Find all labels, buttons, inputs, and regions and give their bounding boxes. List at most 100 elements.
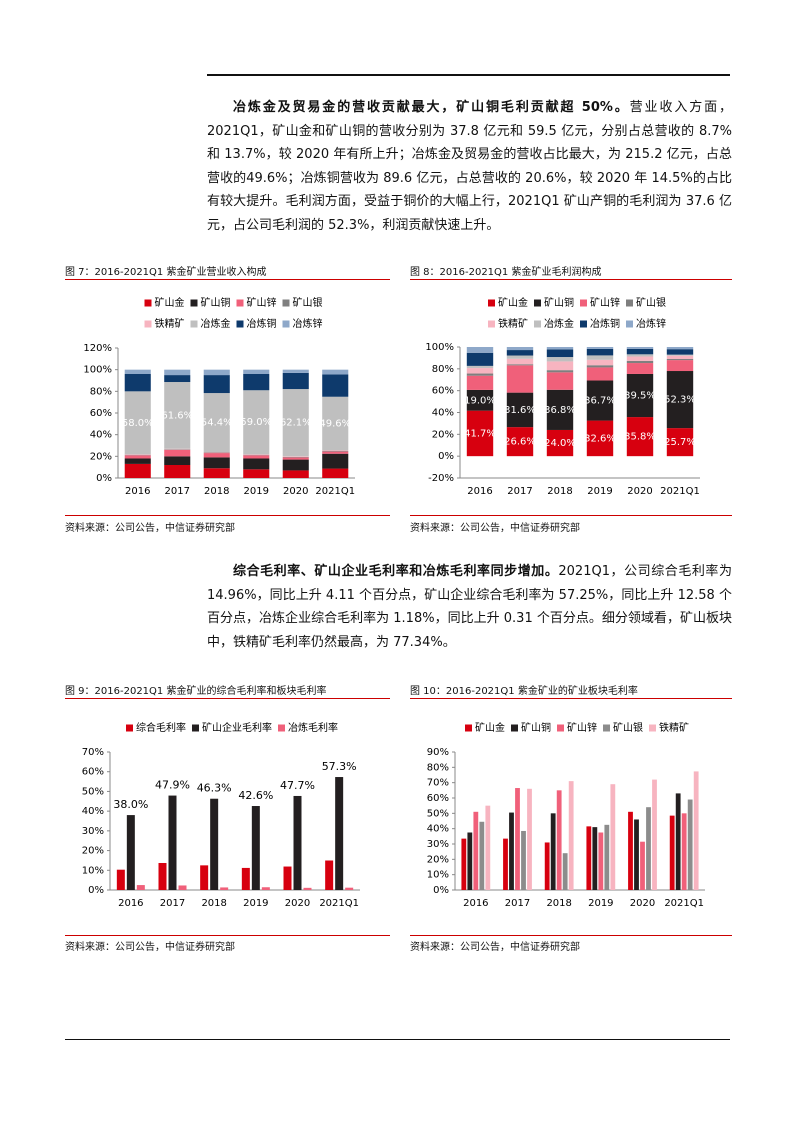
bar	[509, 812, 514, 890]
bar-segment	[666, 360, 694, 372]
bar-segment	[124, 458, 151, 464]
x-tick-label: 2020	[630, 898, 655, 909]
caption-rule	[410, 698, 732, 699]
top-rule	[207, 74, 730, 76]
data-label: 54.4%	[201, 418, 233, 429]
bar	[473, 811, 479, 890]
paragraph: 综合毛利率、矿山企业毛利率和冶炼毛利率同步增加。2021Q1，公司综合毛利率为 …	[207, 560, 732, 654]
y-tick-label: 20%	[427, 854, 449, 865]
y-tick-label: 0%	[88, 885, 104, 896]
bar	[335, 777, 344, 890]
bar-segment	[124, 454, 151, 456]
bar-segment	[586, 367, 614, 381]
legend-swatch	[126, 724, 133, 732]
bar-segment	[506, 427, 534, 457]
source-rule	[410, 515, 732, 516]
data-label: 58.0%	[122, 418, 154, 429]
legend-swatch	[190, 299, 198, 307]
data-label: 47.9%	[155, 779, 190, 792]
bar	[568, 781, 574, 890]
bar-segment	[203, 369, 230, 376]
caption-rule	[410, 279, 732, 280]
y-tick-label: 20%	[82, 846, 104, 857]
y-tick-label: 80%	[90, 386, 112, 397]
bar	[628, 811, 633, 890]
bar	[652, 779, 657, 890]
x-tick-label: 2020	[283, 486, 308, 497]
bar	[634, 819, 639, 890]
legend-label: 矿山锌	[247, 296, 277, 309]
legend-label: 铁精矿	[155, 317, 185, 330]
y-tick-label: 70%	[82, 747, 104, 758]
legend-label: 矿山企业毛利率	[202, 721, 272, 734]
bar	[598, 832, 604, 890]
data-label: 26.6%	[504, 437, 536, 448]
bar-segment	[164, 375, 191, 383]
bar-segment	[586, 365, 614, 368]
bar	[521, 830, 526, 890]
data-label: 62.1%	[280, 418, 312, 429]
y-tick-label: 40%	[82, 806, 104, 817]
bar-segment	[243, 469, 270, 478]
bar-segment	[546, 349, 574, 358]
data-label: 52.3%	[664, 395, 696, 406]
bar-segment	[506, 392, 534, 428]
bar-segment	[164, 369, 191, 376]
legend-label: 冶炼毛利率	[288, 721, 338, 734]
legend-swatch	[488, 320, 495, 328]
caption-rule	[65, 698, 390, 699]
bar-segment	[466, 352, 494, 366]
x-tick-label: 2018	[547, 486, 572, 497]
legend-swatch	[534, 320, 541, 328]
legend-swatch	[534, 299, 541, 307]
bar	[544, 842, 550, 890]
bar-segment	[243, 369, 270, 374]
bar-segment	[506, 347, 534, 351]
y-tick-label: 50%	[427, 808, 449, 819]
bar	[610, 784, 616, 890]
bar-segment	[164, 449, 191, 457]
bar-segment	[586, 420, 614, 457]
bar-segment	[666, 349, 694, 355]
x-tick-label: 2017	[505, 898, 530, 909]
y-tick-label: 60%	[432, 386, 454, 397]
data-label: 46.3%	[197, 782, 232, 795]
data-label: 38.0%	[113, 798, 148, 811]
legend-label: 矿山铜	[544, 296, 574, 309]
legend-label: 矿山铜	[521, 721, 551, 734]
bar-segment	[466, 365, 494, 369]
legend-swatch	[649, 724, 656, 732]
bar-segment	[124, 391, 151, 455]
bar-segment	[626, 363, 654, 374]
bar	[586, 826, 592, 890]
x-tick-label: 2016	[118, 898, 143, 909]
data-label: 31.6%	[504, 405, 536, 416]
legend-label: 冶炼铜	[247, 317, 277, 330]
data-label: 59.0%	[240, 417, 272, 428]
y-tick-label: 0%	[433, 885, 449, 896]
legend-swatch	[580, 299, 587, 307]
bar-segment	[124, 374, 151, 392]
bar-segment	[466, 347, 494, 353]
data-label: 42.6%	[238, 789, 273, 802]
bar	[604, 824, 610, 890]
caption: 图 8：2016-2021Q1 紫金矿业毛利润构成	[410, 267, 602, 278]
text: 2021Q1，公司综合毛利率为 14.96%，同比上升 4.11 个百分点，矿山…	[207, 564, 732, 650]
bar-segment	[164, 448, 191, 450]
bar-segment	[666, 354, 694, 356]
bar-segment	[546, 429, 574, 457]
bar-segment	[322, 453, 349, 469]
caption: 图 9：2016-2021Q1 紫金矿业的综合毛利率和板块毛利率	[65, 686, 327, 697]
bar-segment	[282, 456, 309, 457]
bar	[126, 815, 135, 890]
bar-segment	[203, 468, 230, 478]
legend-label: 矿山金	[498, 296, 528, 309]
data-label: 32.6%	[584, 433, 616, 444]
legend-label: 矿山锌	[590, 296, 620, 309]
y-tick-label: 80%	[432, 364, 454, 375]
x-tick-label: 2016	[463, 898, 488, 909]
bar-segment	[506, 358, 534, 365]
bar-segment	[466, 410, 494, 457]
bar-segment	[282, 372, 309, 390]
